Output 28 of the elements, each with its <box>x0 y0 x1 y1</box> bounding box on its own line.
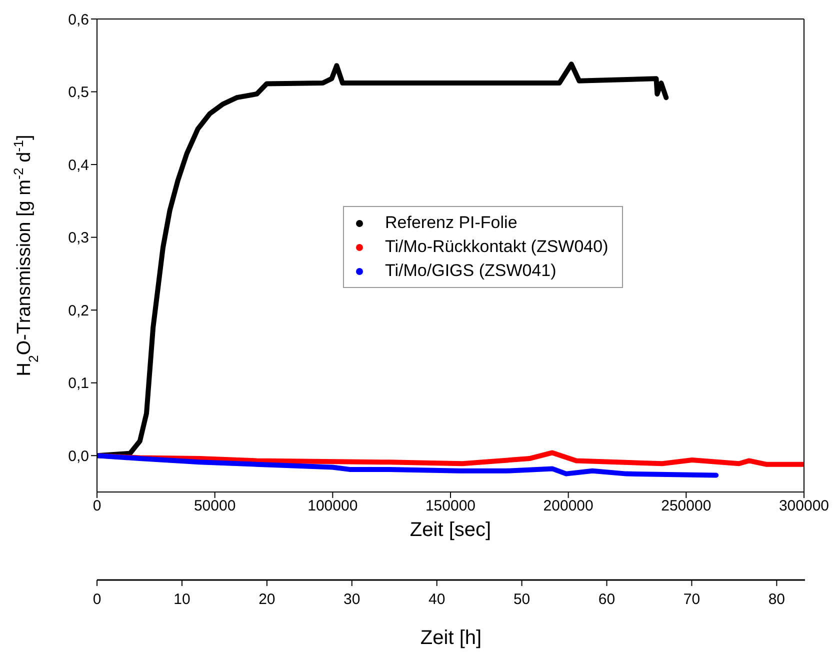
x2-axis-title: Zeit [h] <box>420 627 482 649</box>
x2-tick-label: 20 <box>258 591 276 608</box>
y-tick-label: 0,5 <box>68 84 89 102</box>
x-axis-title: Zeit [sec] <box>410 519 492 541</box>
x-tick-label: 250000 <box>661 498 712 515</box>
y-tick-label: 0,4 <box>68 156 89 174</box>
x2-tick-label: 50 <box>513 591 530 608</box>
y-tick-label: 0,2 <box>68 302 89 320</box>
x-tick-label: 150000 <box>425 498 476 515</box>
y-tick-label: 0,0 <box>68 448 89 465</box>
y-tick-label: 0,1 <box>68 375 89 392</box>
x2-tick-label: 10 <box>174 591 190 608</box>
x2-tick-label: 0 <box>92 591 102 608</box>
y-tick-label: 0,6 <box>68 11 89 28</box>
y-tick-label: 0,3 <box>68 230 89 247</box>
legend-label: Ti/Mo-Rückkontakt (ZSW040) <box>385 236 608 258</box>
x-tick-label: 100000 <box>308 498 358 515</box>
x-tick-label: 300000 <box>778 498 830 515</box>
legend-label: Referenz PI-Folie <box>385 212 518 234</box>
x2-tick-label: 60 <box>598 591 616 608</box>
x2-tick-label: 70 <box>683 591 700 608</box>
x-tick-label: 50000 <box>194 498 236 515</box>
x-tick-label: 0 <box>92 498 102 515</box>
x2-tick-label: 40 <box>428 591 446 608</box>
x2-tick-label: 30 <box>344 591 360 608</box>
x2-tick-label: 80 <box>768 591 786 608</box>
legend-label: Ti/Mo/GIGS (ZSW041) <box>385 260 556 282</box>
x-tick-label: 200000 <box>543 498 594 515</box>
